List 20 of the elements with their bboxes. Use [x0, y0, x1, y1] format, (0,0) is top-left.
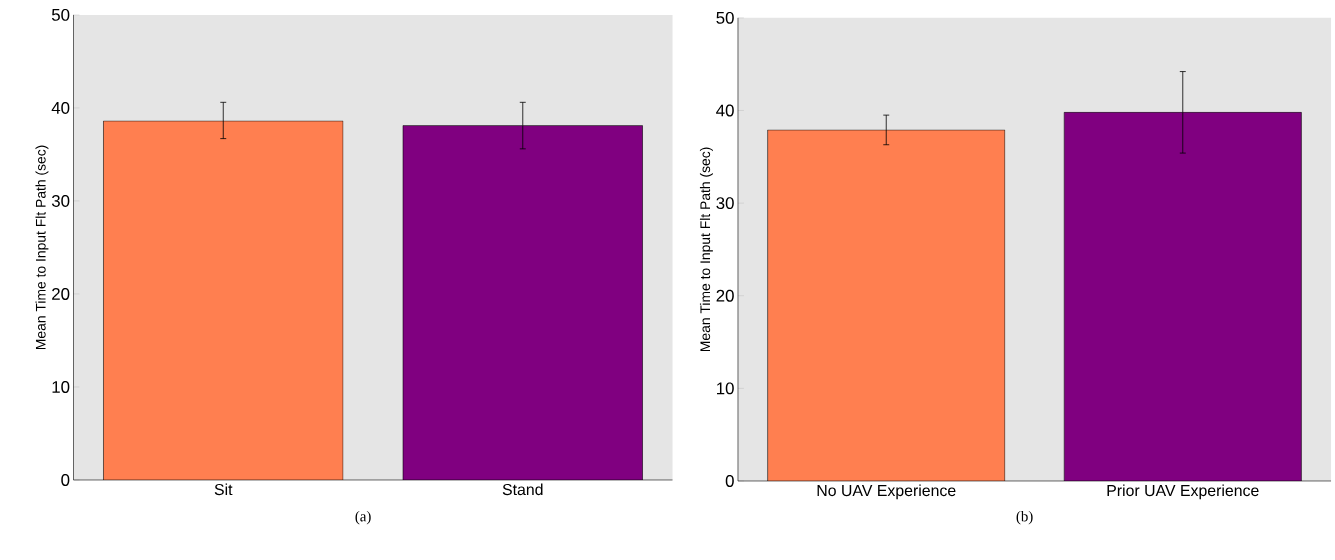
- y-axis-title: Mean Time to Input Flt Path (sec): [35, 145, 49, 349]
- x-tick-label: No UAV Experience: [817, 484, 956, 500]
- y-tick-label: 20: [716, 289, 734, 302]
- x-tick-label: Stand: [502, 483, 543, 495]
- y-tick-label: 30: [716, 196, 734, 209]
- y-tick-label: 10: [717, 382, 734, 395]
- x-tick-label: Prior UAV Experience: [1107, 484, 1259, 500]
- y-axis-title: Mean Time to Input Flt Path (sec): [699, 147, 713, 351]
- y-tick-label: 40: [716, 104, 734, 117]
- y-tick-label: 0: [61, 473, 70, 486]
- text: (b): [1016, 510, 1033, 525]
- y-tick-label: 20: [52, 287, 70, 300]
- y-tick-label: 10: [52, 380, 70, 393]
- y-tick-label: 50: [716, 11, 734, 24]
- text: (a): [355, 510, 371, 525]
- y-tick-label: 40: [51, 101, 70, 114]
- x-tick-label: Sit: [214, 483, 233, 495]
- y-tick-label: 30: [51, 194, 70, 207]
- y-tick-label: 0: [725, 474, 734, 487]
- y-tick-label: 50: [51, 8, 70, 21]
